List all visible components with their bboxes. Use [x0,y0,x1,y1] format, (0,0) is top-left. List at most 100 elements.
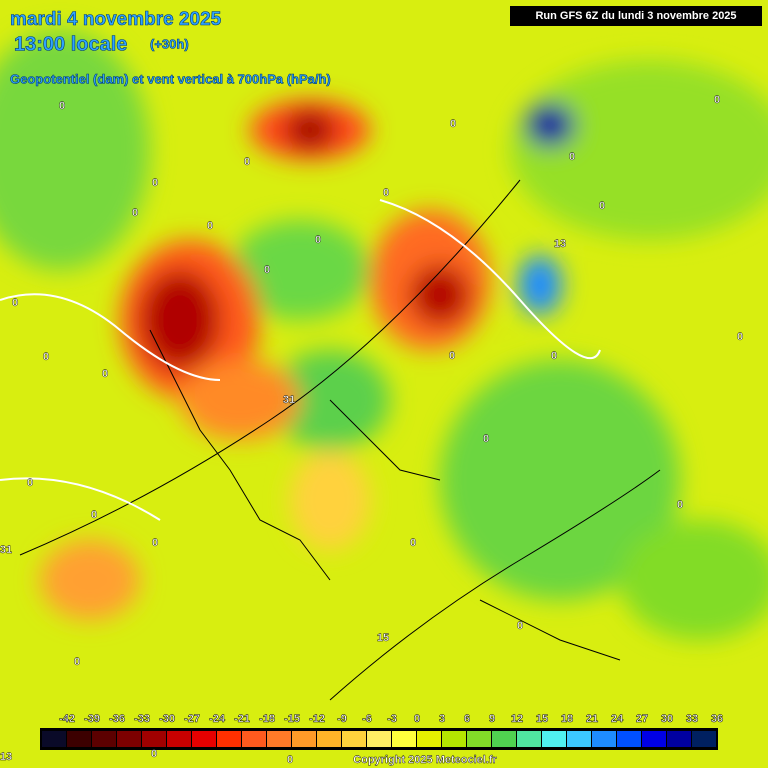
contour-label: 0 [207,220,213,232]
contour-label: 0 [569,151,575,163]
legend-swatch [167,731,191,747]
legend-swatch [567,731,591,747]
contour-label: 0 [152,177,158,189]
geopotential-contour [329,469,661,701]
legend-swatch [442,731,466,747]
legend-tick-label: 3 [439,713,445,725]
legend-swatch [142,731,166,747]
legend-tick-label: 18 [561,713,573,725]
legend-tick-label: -36 [109,713,125,725]
legend-tick-label: -3 [387,713,397,725]
contour-label: 0 [102,368,108,380]
contour-label: 0 [450,118,456,130]
contour-label: 13 [554,238,566,250]
time: 13:00 locale [14,33,127,55]
contour-label: 0 [244,156,250,168]
legend-swatch [542,731,566,747]
legend-tick-label: 6 [464,713,470,725]
legend-tick-label: -24 [209,713,226,725]
contour-label: 0 [91,509,97,521]
contour-label: 0 [12,297,18,309]
contour-label: 0 [151,748,157,760]
field-shading [0,30,768,640]
contour-label: 15 [377,632,389,644]
contour-label: 13 [0,751,12,763]
contour-label: 0 [714,94,720,106]
copyright: Copyright 2025 Meteociel.fr [353,754,497,766]
legend-tick-label: -39 [84,713,100,725]
legend-swatch [642,731,666,747]
legend-tick-label: -42 [59,713,75,725]
legend-tick-label: 33 [686,713,698,725]
legend-swatch [117,731,141,747]
contour-label: 0 [59,100,65,112]
legend-tick-label: -27 [184,713,200,725]
contour-label: 0 [287,754,293,766]
legend-tick-label: -15 [284,713,300,725]
date: mardi 4 novembre 2025 [10,9,222,30]
legend-tick-label: 0 [414,713,420,725]
contour-label: 0 [410,537,416,549]
legend-swatch [517,731,541,747]
legend-tick-label: 27 [636,713,648,725]
zero-contour [0,199,601,521]
legend-swatch [292,731,316,747]
legend-tick-label: -9 [337,713,347,725]
legend-tick-label: 30 [661,713,673,725]
legend-swatch [242,731,266,747]
legend-tick-label: -12 [309,713,325,725]
legend: -42 -39 -36 -33 -30 -27 -24 -21 -18 -15 -12 -9 -6 -3 0… [42,713,723,747]
coastline [149,329,621,661]
contour-label: 0 [315,234,321,246]
contour-label: 0 [74,656,80,668]
legend-swatch [267,731,291,747]
run-box [510,6,762,26]
geopotential-contour [19,179,521,556]
contour-label: 31 [0,544,12,556]
legend-tick-label: 21 [586,713,598,725]
lead: (+30h) [150,36,189,51]
contour-label: 0 [383,187,389,199]
contour-labels: 0 0 0 0 0 0 0 0 0 0 0 0 0 0 0 0 0 0 0 0 0 0 0 0 0 0 0 0 31 31 15 13 13 [0,94,743,766]
contour-label: 0 [677,499,683,511]
contour-label: 0 [737,331,743,343]
contour-label: 0 [483,433,489,445]
legend-swatch [217,731,241,747]
run-info: Run GFS 6Z du lundi 3 novembre 2025 [535,10,736,22]
legend-tick-label: -18 [259,713,275,725]
legend-tick-label: -33 [134,713,150,725]
legend-swatch [392,731,416,747]
legend-tick-label: 9 [489,713,495,725]
legend-swatch [467,731,491,747]
legend-tick-label: 24 [611,713,624,725]
field: Geopotentiel (dam) et vent vertical à 70… [10,71,331,86]
legend-swatch [667,731,691,747]
legend-tick-label: -21 [234,713,250,725]
legend-swatch [617,731,641,747]
legend-swatch [192,731,216,747]
contour-label: 0 [551,350,557,362]
legend-swatch [592,731,616,747]
legend-tick-label: 15 [536,713,548,725]
contour-label: 0 [264,264,270,276]
legend-tick-label: 12 [511,713,523,725]
legend-swatch [342,731,366,747]
contour-label: 0 [43,351,49,363]
legend-swatch [367,731,391,747]
legend-swatch [92,731,116,747]
contour-label: 0 [449,350,455,362]
legend-swatch [317,731,341,747]
contour-label: 0 [152,537,158,549]
contour-label: 0 [27,477,33,489]
contour-label: 0 [132,207,138,219]
contour-label: 0 [599,200,605,212]
legend-tick-label: -30 [159,713,175,725]
legend-swatch [492,731,516,747]
legend-swatch [417,731,441,747]
contour-label: 31 [283,394,295,406]
legend-tick-label: -6 [362,713,372,725]
contour-label: 0 [517,620,523,632]
legend-swatch [692,731,716,747]
legend-swatch [42,731,66,747]
